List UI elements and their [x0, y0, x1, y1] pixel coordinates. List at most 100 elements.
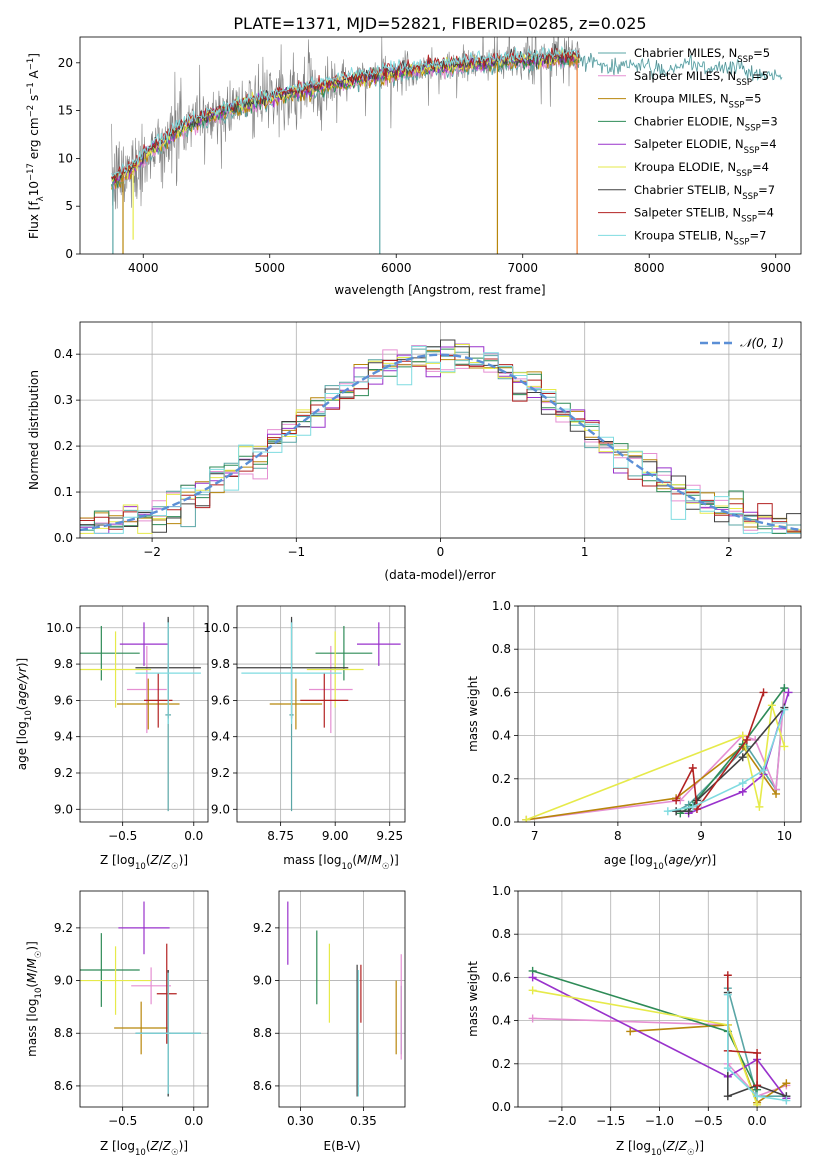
plot-area — [237, 616, 401, 812]
legend-label-salpeter-miles: Salpeter MILES, NSSP=5 — [634, 69, 769, 88]
label-part: mass [log — [25, 998, 39, 1056]
x-tick-label: 0.0 — [184, 829, 203, 843]
chart-residuals: −2 −1 0 1 2 0.0 0.1 0.2 0.3 0.4 (data-model)/error… — [27, 321, 802, 582]
label-part: age [log — [15, 721, 29, 770]
series-marker-kroupa-elodie — [522, 815, 531, 822]
x-tick-label: −1.5 — [596, 1114, 625, 1128]
label-part: (0, 1) — [752, 336, 784, 350]
label-part: Salpeter STELIB, N — [634, 206, 741, 220]
label-part: s — [27, 95, 41, 105]
y-tick-label: 9.2 — [54, 921, 73, 935]
label-part: =5 — [752, 69, 769, 83]
label-part: SSP — [741, 215, 757, 225]
label-part: ☉ — [171, 1148, 179, 1158]
y-tick-label: 0.4 — [492, 1014, 511, 1028]
model-spectrum-extension-dark — [579, 52, 783, 81]
y-tick-label: 9.2 — [54, 766, 73, 780]
x-tick-label: 8 — [614, 829, 622, 843]
label-part: age/yr — [668, 853, 707, 867]
label-part: Chabrier STELIB, N — [634, 183, 742, 197]
label-part: SSP — [742, 192, 758, 202]
y-tick-label: 9.0 — [54, 802, 73, 816]
legend-label-kroupa-elodie: Kroupa ELODIE, NSSP=4 — [634, 160, 769, 179]
label-part: ( — [662, 1139, 667, 1153]
y-axis-label: Normed distribution — [27, 370, 41, 490]
x-tick-label: 8.75 — [267, 829, 294, 843]
series-marker-chabrier-stelib — [738, 753, 747, 762]
label-part: =7 — [749, 228, 766, 242]
series-marker-kroupa-elodie — [528, 986, 537, 995]
x-tick-label: −0.5 — [694, 1114, 723, 1128]
label-part: =7 — [758, 183, 775, 197]
y-tick-label: 0.0 — [54, 531, 73, 545]
label-part: Chabrier ELODIE, N — [634, 114, 745, 128]
series-marker-kroupa-stelib — [663, 807, 672, 816]
y-axis-label: mass [log10(M/M☉)] — [25, 941, 44, 1057]
label-part: ( — [25, 983, 39, 988]
series-marker-kroupa-stelib — [723, 1064, 732, 1073]
y-tick-label: 10.0 — [203, 621, 230, 635]
series-marker-salpeter-stelib — [688, 764, 697, 772]
series-line-kroupa-elodie — [526, 705, 786, 821]
axes-border — [79, 36, 802, 255]
y-tick-label: 0.6 — [492, 970, 511, 984]
label-part: )] — [25, 941, 39, 950]
x-axis-label: mass [log10(M/M☉)] — [283, 853, 399, 872]
series-marker-salpeter-stelib — [753, 1049, 762, 1057]
label-part: =3 — [761, 114, 778, 128]
chart-mass_vs_Z: −0.5 0.08.68.89.09.2Z [log10(Z/Z☉)]mass [… — [25, 890, 209, 1158]
label-part: )] — [15, 658, 29, 667]
y-tick-label: 0.8 — [492, 927, 511, 941]
label-part: 10 — [135, 1148, 146, 1158]
series-marker-kroupa-elodie — [753, 1100, 762, 1107]
series-line-kroupa-miles — [526, 745, 777, 821]
y-tick-label: 8.8 — [253, 1026, 272, 1040]
x-axis-label: age [log10(age/yr)] — [604, 853, 716, 872]
plot-area — [522, 684, 793, 822]
y-tick-label: 9.8 — [211, 657, 230, 671]
label-part: Salpeter MILES, N — [634, 69, 736, 83]
series-marker-kroupa-stelib — [738, 779, 747, 788]
label-part: Kroupa MILES, N — [634, 92, 729, 106]
label-part: 10 — [653, 862, 664, 872]
label-part: 10 — [651, 1148, 662, 1158]
y-tick-label: 10 — [58, 151, 73, 165]
label-part: −1 — [26, 58, 36, 71]
label-part: 𝒩 — [740, 336, 755, 350]
axes-border — [517, 890, 802, 1108]
x-tick-label: 9000 — [760, 261, 791, 275]
y-tick-label: 9.2 — [211, 766, 230, 780]
axes-border — [79, 605, 209, 823]
label-part: Flux [f — [27, 201, 41, 239]
label-part: Z — [162, 1139, 172, 1153]
label-part: Z [log — [100, 1139, 135, 1153]
label-part: / — [25, 968, 39, 973]
axes-frame: −0.5 0.09.09.29.49.69.810.0Z [log10(Z/Z☉)… — [15, 605, 209, 872]
x-axis-label: (data-model)/error — [384, 568, 495, 582]
y-tick-label: 0.3 — [54, 393, 73, 407]
y-tick-label: 9.0 — [253, 974, 272, 988]
plot-area — [80, 616, 201, 812]
x-tick-label: −2 — [143, 545, 161, 559]
legend-label-chabrier-miles: Chabrier MILES, NSSP=5 — [634, 46, 770, 65]
x-tick-label: 9.25 — [376, 829, 403, 843]
label-part: SSP — [729, 101, 745, 111]
series-marker-kroupa-stelib — [753, 1092, 762, 1101]
label-part: 10 — [34, 988, 44, 999]
x-tick-label: 0.35 — [350, 1114, 377, 1128]
legend-label-chabrier-stelib: Chabrier STELIB, NSSP=7 — [634, 183, 775, 202]
label-part: 10 — [135, 862, 146, 872]
label-part: Kroupa STELIB, N — [634, 228, 734, 242]
label-part: Z — [150, 1139, 160, 1153]
series-marker-kroupa-stelib — [780, 705, 789, 714]
label-part: Kroupa ELODIE, N — [634, 160, 736, 174]
y-tick-label: 0 — [65, 247, 73, 261]
axes-frame: 4000 5000 6000 7000 8000 9000 0 5 10 15 20 waveleng… — [26, 36, 802, 297]
label-part: ( — [146, 1139, 151, 1153]
legend-label-normal: 𝒩(0, 1) — [740, 336, 784, 350]
label-part: 10 — [24, 710, 34, 721]
series-marker-salpeter-stelib — [672, 796, 681, 805]
plot-area — [528, 966, 791, 1107]
label-part: ] — [27, 53, 41, 58]
label-part: M — [25, 972, 39, 983]
